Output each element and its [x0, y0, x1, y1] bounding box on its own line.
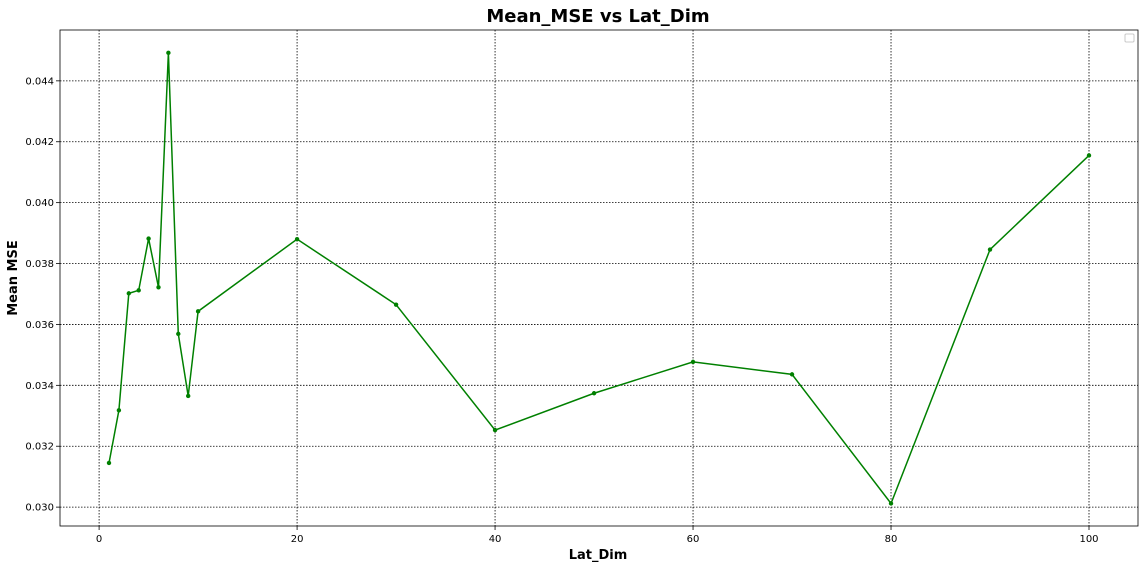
legend-box [1124, 33, 1135, 43]
data-point [294, 236, 300, 242]
data-point [156, 285, 161, 290]
series-line [108, 52, 1090, 505]
y-tick-label: 0.032 [25, 442, 54, 453]
x-tick-label: 20 [291, 534, 304, 545]
data-point [185, 393, 191, 399]
data-point [591, 391, 597, 396]
y-tick-label: 0.036 [25, 320, 54, 331]
x-tick-label: 80 [885, 534, 898, 545]
data-point [126, 291, 131, 296]
data-point [987, 247, 993, 252]
y-tick-label: 0.042 [25, 137, 54, 148]
data-point [789, 372, 795, 377]
x-axis-label: Lat_Dim [569, 548, 628, 563]
x-tick-label: 0 [96, 534, 102, 545]
data-point [393, 302, 399, 307]
x-tick-label: 40 [489, 534, 502, 545]
y-axis-label: Mean MSE [6, 240, 21, 316]
series-layer [106, 50, 1092, 506]
data-point [136, 288, 141, 293]
y-tick-label: 0.040 [25, 198, 54, 209]
data-point [690, 359, 696, 365]
data-point [146, 236, 151, 241]
data-point [1086, 153, 1092, 158]
data-point [116, 408, 122, 413]
data-point [195, 309, 201, 314]
chart-title: Mean_MSE vs Lat_Dim [486, 6, 709, 27]
data-point [176, 331, 181, 337]
data-point [166, 50, 171, 56]
y-tick-label: 0.044 [25, 76, 54, 87]
x-tick-label: 60 [687, 534, 700, 545]
y-tick-label: 0.034 [25, 381, 54, 392]
x-tick-label: 100 [1079, 534, 1098, 545]
y-tick-label: 0.030 [25, 503, 54, 514]
data-point [106, 460, 112, 466]
grid-layer [60, 30, 1138, 526]
plot-frame [59, 29, 1139, 527]
tick-layer: 0 20 40 60 80 100 0.030 0.032 0.034 0.036 0.038 0.0… [25, 76, 1098, 545]
data-point [888, 501, 894, 506]
y-tick-label: 0.038 [25, 259, 54, 270]
data-point [492, 427, 498, 433]
